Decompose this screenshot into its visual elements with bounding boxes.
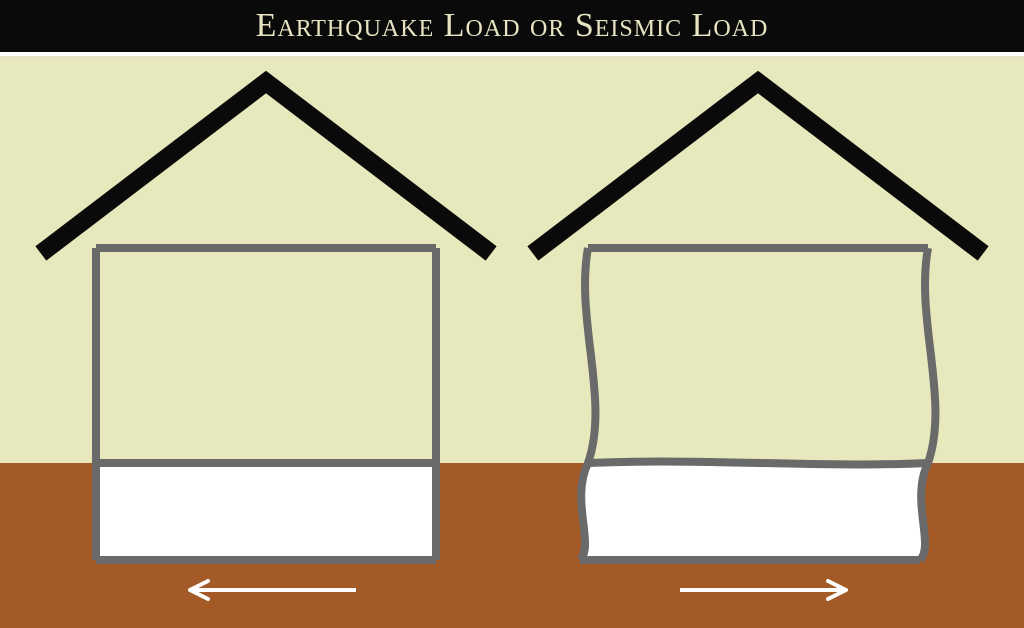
right-floor-line bbox=[588, 462, 928, 465]
right-wall-right bbox=[920, 248, 935, 560]
left-roof bbox=[48, 82, 484, 248]
diagram-svg bbox=[0, 0, 1024, 628]
right-foundation bbox=[580, 462, 928, 560]
right-roof bbox=[540, 82, 976, 248]
right-arrow-icon bbox=[680, 581, 846, 599]
left-foundation bbox=[96, 463, 436, 560]
diagram-canvas: Earthquake Load or Seismic Load bbox=[0, 0, 1024, 628]
left-arrow-icon bbox=[190, 581, 356, 599]
